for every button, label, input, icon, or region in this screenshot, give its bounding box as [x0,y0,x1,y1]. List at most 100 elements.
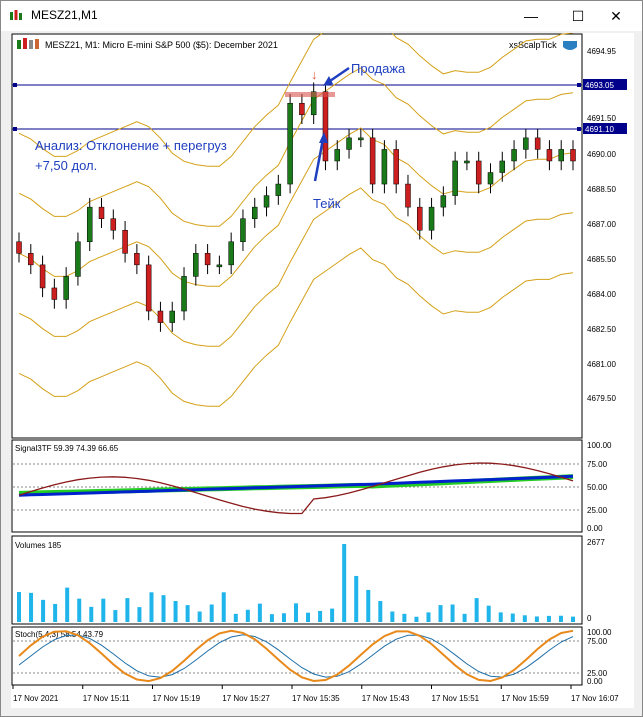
stoch-axis: 100.00 75.00 25.00 0.00 [587,628,612,686]
time-tick-label: 17 Nov 16:07 [571,694,619,703]
candle [570,149,576,162]
time-tick-label: 17 Nov 15:51 [432,694,480,703]
candle [358,137,364,141]
take-label: Тейк [313,196,341,211]
candle [310,91,317,116]
outer-upper-band [18,7,574,167]
volume-bar [414,616,419,622]
candle [216,264,223,268]
price-tick: 4690.00 [587,150,616,159]
price-tick: 4681.00 [587,360,616,369]
volume-bar [366,589,371,622]
volume-bar [342,544,347,622]
signal-tick: 100.00 [587,441,612,450]
level-handle[interactable] [13,127,17,131]
time-tick-label: 17 Nov 15:27 [222,694,270,703]
volume-bar [438,605,443,622]
upper-band [18,67,574,227]
lower-level-tag [583,123,627,134]
candle [145,264,152,312]
title-bar[interactable]: MESZ21,M1 — ☐ ✕ [1,1,642,31]
sell-label: Продажа [351,61,406,76]
candle [464,160,470,164]
stoch-signal-line [18,634,574,678]
volume-bar [197,611,202,622]
price-tick: 4687.00 [587,220,616,229]
candle [546,149,553,162]
candle [381,149,388,185]
candle [440,195,447,208]
signal-header: Signal3TF 59.39 74.39 66.65 [15,444,119,453]
volume-bar [125,598,130,622]
candle [511,149,517,162]
volume-bar [113,610,118,622]
chart-area[interactable]: MESZ21, M1: Micro E-mini S&P 500 ($5): D… [11,7,634,708]
stoch-main-line [18,629,574,683]
signal-tick: 25.00 [587,506,608,515]
candle [240,218,246,243]
price-tick: 4691.50 [587,114,616,123]
signal-lines [18,462,574,515]
candle [393,149,399,185]
level-handle[interactable] [13,83,17,87]
candle [405,183,411,208]
volume-bar [294,603,298,622]
level-handle[interactable] [577,127,581,131]
signal-tick: 75.00 [587,460,608,469]
sell-arrow-icon: ↓ [311,67,318,82]
volume-bar [306,612,311,622]
take-pointer-head [319,132,328,143]
candle [75,241,81,277]
volume-bar [137,607,142,622]
volume-bar [546,615,551,622]
volume-bar [378,601,383,622]
signal-tick: 50.00 [587,483,608,492]
volume-bar [257,603,262,622]
volume-bar [522,615,527,622]
price-panel [11,33,583,439]
candle [428,206,435,231]
price-axis: 4694.95 4691.50 4690.00 4688.50 4687.00 … [587,47,616,403]
candle [263,195,270,208]
maximize-button[interactable]: ☐ [571,7,585,24]
volume-bar [65,587,70,622]
volume-bar [173,601,178,622]
volume-bar [17,591,21,622]
volume-bar [161,595,166,622]
bands-group [18,7,574,407]
volume-bar [402,613,407,622]
time-tick-label: 17 Nov 2021 [13,694,59,703]
volume-bar [185,605,190,622]
chart-canvas[interactable]: MESZ21, M1: Micro E-mini S&P 500 ($5): D… [11,7,634,708]
volume-bar [510,613,515,622]
volume-bar [426,612,431,622]
minimize-button[interactable]: — [524,8,538,24]
close-button[interactable]: ✕ [610,7,622,24]
analysis-line-1: Анализ: Отклонение + перегруз [35,138,227,153]
time-tick-label: 17 Nov 15:43 [362,694,410,703]
candle [181,276,187,312]
candle [39,264,46,289]
time-tick-label: 17 Nov 15:59 [501,694,549,703]
candle [86,206,93,243]
stoch-tick: 75.00 [587,637,608,646]
candle [499,160,506,173]
volumes-min-tick: 0 [587,614,592,623]
stoch-lines [18,629,574,683]
graduation-cap-icon [563,41,577,50]
candle [487,172,494,185]
candle [228,241,234,266]
candles-group [16,82,576,332]
level-handle[interactable] [577,83,581,87]
candle [110,218,117,231]
signal-line-red [18,462,574,515]
price-tick: 4694.95 [587,47,616,56]
candle [369,137,376,185]
upper-level-tag [583,79,627,90]
price-tick: 4679.50 [587,394,616,403]
candle [63,276,69,300]
stoch-tick: 0.00 [587,677,603,686]
signal-tick: 0.00 [587,524,603,533]
volume-bar [53,603,58,622]
